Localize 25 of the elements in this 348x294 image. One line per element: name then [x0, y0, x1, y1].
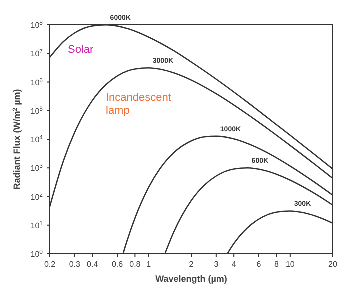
x-tick-label: 0.2: [44, 260, 56, 269]
y-tick-label: 10$^{1}$: [30, 220, 44, 230]
x-tick-label: 2: [189, 260, 194, 269]
x-tick-label: 6: [256, 260, 262, 269]
x-tick-label: 10: [286, 260, 296, 269]
annotation: Solar: [68, 44, 95, 57]
x-tick-label: 20: [328, 260, 338, 269]
y-tick-label: 10$^{7}$: [30, 48, 44, 59]
y-tick-label: 10$^{5}$: [30, 106, 44, 116]
x-tick-label: 4: [232, 260, 237, 269]
x-axis-title: Wavelength (µm): [156, 274, 228, 284]
y-tick-label: 10$^{4}$: [30, 134, 44, 144]
x-tick-label: 0.6: [112, 260, 124, 269]
x-tick-label: 3: [214, 260, 220, 269]
y-tick-label: 10$^{3}$: [30, 163, 44, 174]
x-tick-label: 0.3: [69, 260, 82, 269]
y-tick-label: 10$^{2}$: [30, 192, 44, 202]
x-tick-label: 1: [146, 260, 152, 269]
y-tick-label: 10$^{8}$: [30, 20, 44, 30]
x-tick-label: 0.4: [87, 260, 99, 269]
x-tick-label: 0.8: [130, 260, 142, 269]
x-tick-label: 8: [274, 260, 280, 269]
y-tick-label: 10$^{6}$: [30, 77, 44, 88]
y-tick-label: 10$^{0}$: [30, 249, 44, 259]
annotation: Incandescent lamp: [106, 92, 172, 118]
